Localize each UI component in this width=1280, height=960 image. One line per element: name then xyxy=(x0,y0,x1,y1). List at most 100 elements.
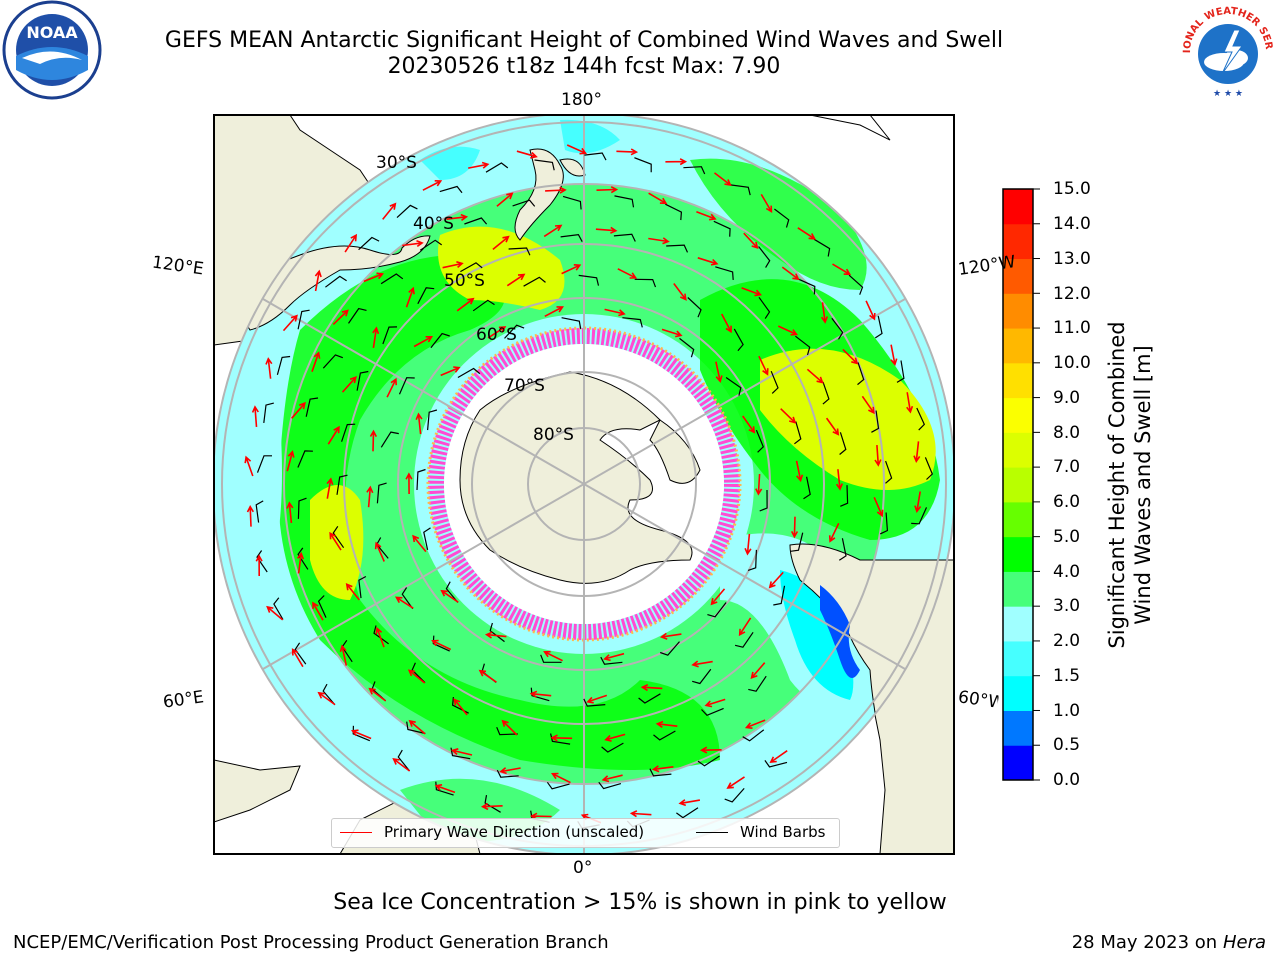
wave-direction-arrow xyxy=(372,326,380,349)
wind-barb xyxy=(803,476,811,500)
wave-direction-arrow xyxy=(697,257,719,266)
wave-direction-arrow xyxy=(743,232,759,249)
wind-barb xyxy=(666,244,689,253)
wave-direction-arrow xyxy=(282,314,298,332)
wave-direction-arrow xyxy=(699,746,722,754)
colorbar-tick: 8.0 xyxy=(1053,423,1081,443)
wave-direction-arrow xyxy=(544,306,564,318)
wind-barb xyxy=(724,788,745,803)
wave-direction-arrow xyxy=(506,273,526,287)
wave-direction-arrow xyxy=(484,631,507,639)
wave-direction-arrow xyxy=(402,239,424,248)
wave-direction-arrow xyxy=(741,287,762,297)
legend-wave-label: Primary Wave Direction (unscaled) xyxy=(384,823,645,841)
chart-subtitle: 20230526 t18z 144h fcst Max: 7.90 xyxy=(387,54,781,79)
wave-direction-arrow xyxy=(655,720,678,728)
wave-direction-arrow xyxy=(450,748,473,756)
wave-direction-arrow xyxy=(550,772,571,784)
wind-barb xyxy=(707,602,727,618)
wave-direction-arrow xyxy=(291,401,306,419)
wind-barb xyxy=(273,597,284,620)
wave-direction-arrow xyxy=(492,235,510,251)
wind-barb xyxy=(546,781,570,790)
wave-direction-arrow xyxy=(781,266,800,281)
colorbar-segment xyxy=(1003,189,1033,225)
colorbar xyxy=(1003,188,1040,781)
colorbar-segment xyxy=(1003,710,1033,746)
wave-direction-arrow xyxy=(468,161,490,169)
wind-barb xyxy=(687,297,702,318)
wind-barb xyxy=(356,370,369,391)
colorbar-segment xyxy=(1003,362,1033,399)
chart-title: GEFS MEAN Antarctic Significant Height o… xyxy=(164,28,1004,53)
wave-direction-arrow xyxy=(480,802,503,811)
wave-direction-arrow xyxy=(874,445,882,467)
wind-barb xyxy=(758,246,771,268)
wind-barb xyxy=(297,309,310,330)
wave-direction-arrow xyxy=(758,355,769,376)
wind-barb xyxy=(839,432,847,455)
colorbar-tick: 3.0 xyxy=(1053,596,1081,616)
colorbar-segment xyxy=(1003,258,1033,294)
wave-direction-arrow xyxy=(407,669,426,684)
wave-direction-arrow xyxy=(496,192,514,207)
wave-direction-arrow xyxy=(651,765,674,773)
colorbar-title-line2: Wind Waves and Swell [m] xyxy=(1131,345,1155,625)
wind-barb xyxy=(464,217,488,225)
wave-direction-arrow xyxy=(422,180,443,191)
wave-direction-arrow xyxy=(595,226,618,234)
colorbar-tick: 0.0 xyxy=(1053,770,1081,790)
wind-barb xyxy=(822,381,830,405)
wind-barb xyxy=(924,457,934,480)
wind-barb xyxy=(439,185,463,194)
wave-direction-arrow xyxy=(780,408,797,424)
wind-barb xyxy=(485,162,509,173)
wind-barb xyxy=(352,725,371,742)
wind-barb xyxy=(584,152,607,161)
wind-barb xyxy=(679,337,695,358)
wind-barb xyxy=(795,335,811,356)
wind-barb xyxy=(638,693,661,704)
wind-barb xyxy=(297,450,313,468)
wind-barb xyxy=(496,769,519,778)
legend-wind-line xyxy=(696,832,728,833)
wind-barb xyxy=(701,707,724,717)
colorbar-segment xyxy=(1003,432,1033,468)
wind-barb xyxy=(676,807,699,819)
wave-direction-arrow xyxy=(255,554,263,577)
wave-direction-arrow xyxy=(755,473,763,496)
wave-direction-arrow xyxy=(629,810,652,818)
wave-direction-arrow xyxy=(339,644,348,666)
wave-direction-arrow xyxy=(760,193,773,214)
run-date-text: 28 May 2023 on xyxy=(1071,932,1218,953)
wind-barb xyxy=(813,238,831,257)
wave-direction-arrow xyxy=(442,261,464,269)
wave-direction-arrow xyxy=(375,626,385,648)
noaa-logo-text: NOAA xyxy=(26,23,78,42)
wave-direction-arrow xyxy=(673,283,687,301)
wave-direction-arrow xyxy=(665,158,688,166)
wave-direction-arrow xyxy=(714,172,732,187)
wind-barb xyxy=(419,239,443,251)
wave-direction-arrow xyxy=(790,516,799,539)
colorbar-segment xyxy=(1003,501,1033,538)
wind-barb xyxy=(879,512,889,535)
wind-barb xyxy=(332,525,345,549)
wind-barb xyxy=(512,199,536,207)
wave-direction-arrow xyxy=(456,297,475,312)
wave-direction-arrow xyxy=(890,344,898,367)
wave-direction-arrow xyxy=(392,757,411,772)
wave-direction-arrow xyxy=(842,348,859,365)
wind-barb xyxy=(508,247,531,256)
wave-direction-arrow xyxy=(529,690,552,698)
wind-barb xyxy=(336,474,348,495)
svg-text:★ ★ ★: ★ ★ ★ xyxy=(1213,89,1243,99)
wave-direction-arrow xyxy=(550,734,573,742)
colorbar-tick: 0.5 xyxy=(1053,735,1081,755)
wave-direction-layer xyxy=(244,144,922,824)
wave-direction-arrow xyxy=(412,534,427,553)
wind-barb xyxy=(614,195,635,208)
run-date: 28 May 2023 on Hera xyxy=(1072,932,1266,953)
wind-barb xyxy=(715,266,734,280)
wave-direction-arrow xyxy=(394,596,414,609)
